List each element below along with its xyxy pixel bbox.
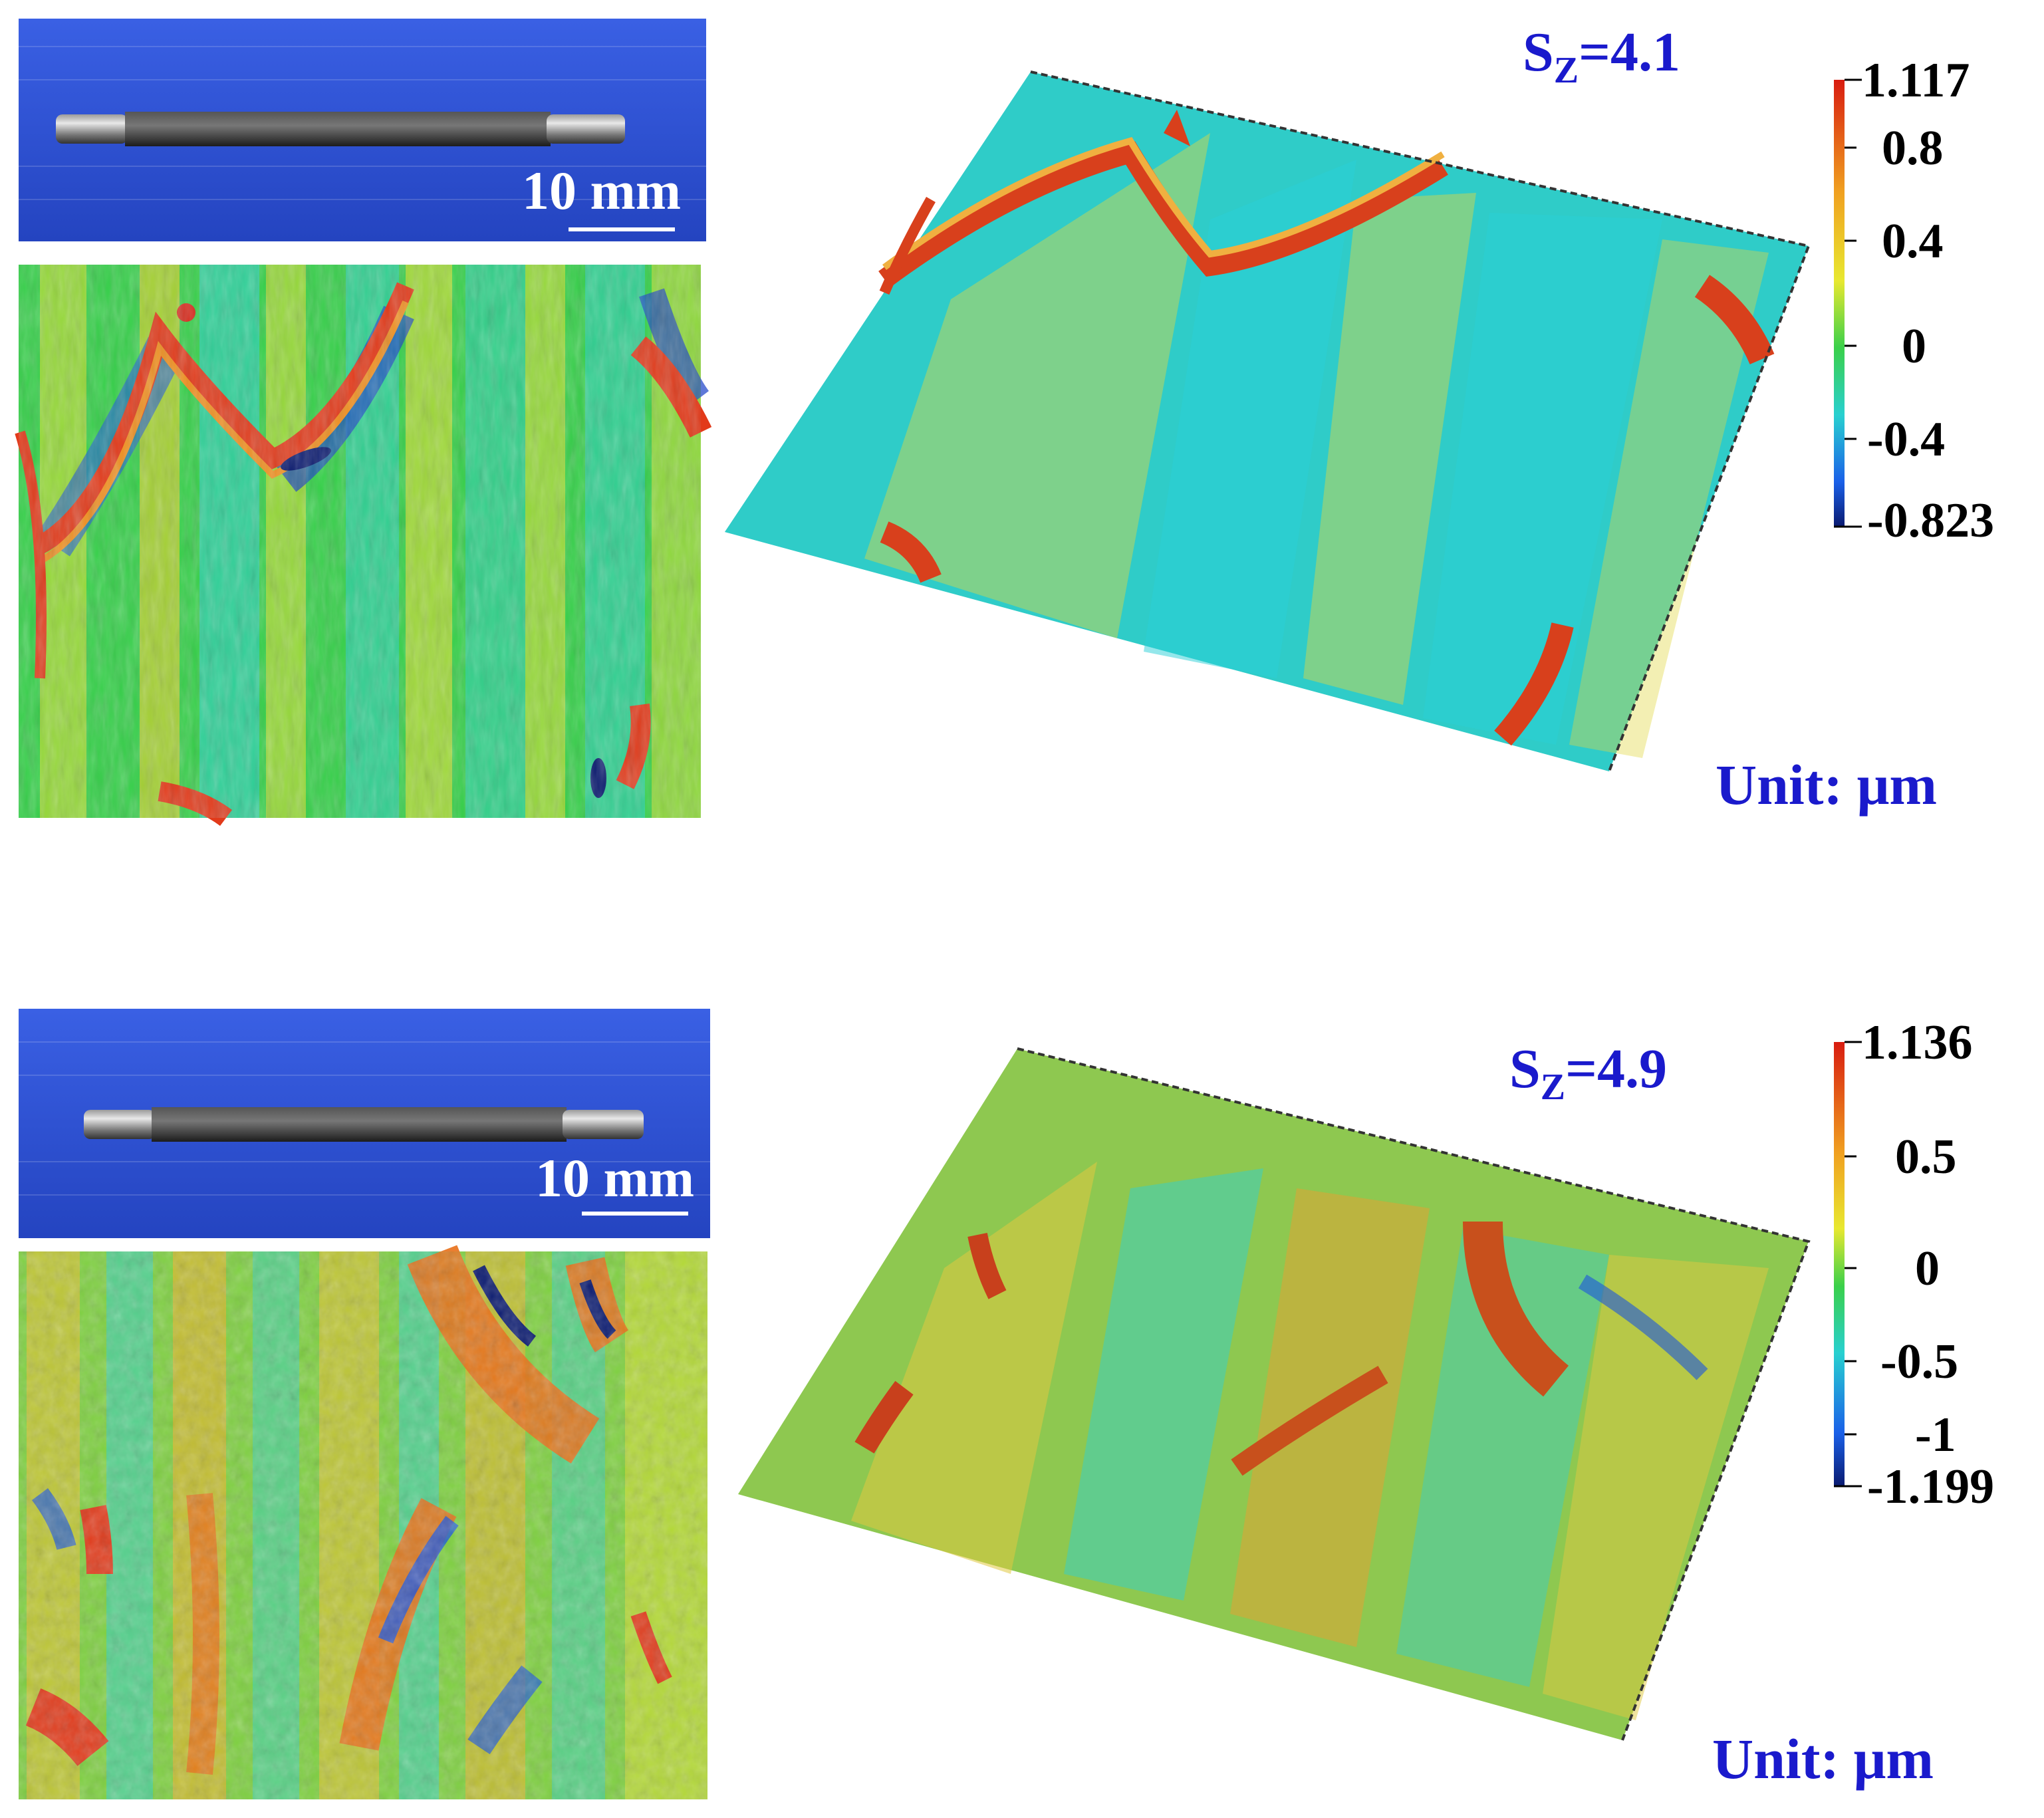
scale-bar-label: 10 mm <box>522 160 682 221</box>
rod-photo <box>19 1009 710 1238</box>
panel-bottom: SZ=4.9 10 mm Unit: μm 1.136 0.5 0 -0.5 -… <box>0 909 2044 1818</box>
sz-value-label: SZ=4.9 <box>1509 1038 1667 1108</box>
colorbar-tick-label: 1.117 <box>1862 53 1970 108</box>
colorbar-tick-label: 0 <box>1902 319 1926 374</box>
colorbar <box>1834 1041 1862 1488</box>
panel-top-graphics <box>15 19 1862 827</box>
panel-bottom-graphics <box>19 1009 1862 1799</box>
colorbar-tick-label: 0.4 <box>1882 214 1944 269</box>
unit-label: Unit: μm <box>1716 753 1937 817</box>
colorbar-tick-label: -1 <box>1915 1408 1956 1462</box>
colorbar-tick-label: -0.823 <box>1867 493 1995 548</box>
unit-label: Unit: μm <box>1712 1727 1934 1791</box>
rod-photo <box>19 19 706 241</box>
height-map-3d <box>738 1047 1811 1741</box>
colorbar-tick-label: -0.5 <box>1880 1335 1959 1389</box>
colorbar-tick-label: 0.8 <box>1882 121 1944 176</box>
colorbar-tick-label: -1.199 <box>1867 1460 1995 1514</box>
height-map-2d <box>15 265 712 827</box>
colorbar-tick-label: -0.4 <box>1867 412 1946 467</box>
height-map-2d <box>19 1245 707 1799</box>
colorbar <box>1834 78 1862 528</box>
colorbar-tick-label: 0.5 <box>1895 1130 1957 1184</box>
scale-bar-label: 10 mm <box>535 1148 695 1208</box>
sz-value-label: SZ=4.1 <box>1523 21 1680 91</box>
colorbar-tick-label: 1.136 <box>1862 1015 1973 1070</box>
panel-top: SZ=4.1 10 mm Unit: μm 1.117 0.8 0.4 0 -0… <box>15 19 1995 827</box>
colorbar-tick-label: 0 <box>1915 1241 1940 1296</box>
height-map-3d <box>725 70 1811 772</box>
